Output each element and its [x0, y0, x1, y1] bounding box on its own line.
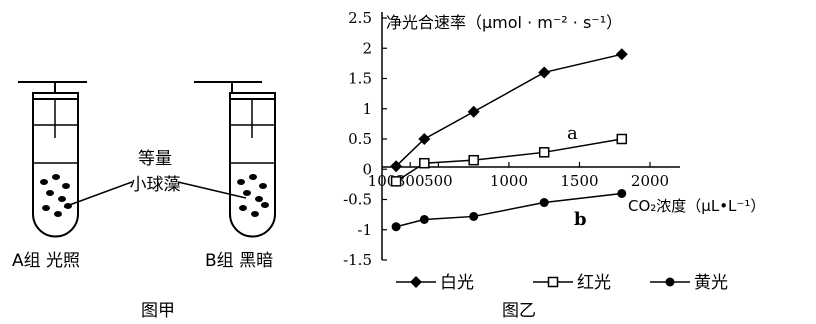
x-axis-label: CO₂浓度（μL•L⁻¹） — [628, 197, 765, 215]
series-annotation-a: a — [567, 123, 578, 144]
x-tick-label: 500 — [424, 172, 453, 190]
y-tick-label: 0 — [362, 160, 372, 178]
data-point — [418, 133, 431, 145]
x-tick-label: 1000 — [490, 172, 528, 190]
tube-a — [18, 81, 87, 238]
series-line — [395, 53, 622, 167]
data-point — [617, 188, 627, 198]
data-point — [410, 276, 422, 288]
data-point — [665, 277, 675, 287]
y-tick-label: -1.5 — [343, 251, 372, 269]
data-point — [390, 160, 403, 173]
x-tick-label: 1500 — [560, 172, 598, 190]
data-point — [615, 48, 628, 61]
y-tick-label: 1.5 — [348, 70, 372, 88]
x-tick-label: 100 — [368, 172, 397, 190]
series-annotation-b: b — [574, 209, 587, 230]
tube-a-label: A组 光照 — [12, 251, 80, 271]
algae-label-line1: 等量 — [138, 149, 172, 169]
data-point — [539, 198, 549, 208]
figure-b-caption: 图乙 — [502, 301, 536, 321]
legend-label: 白光 — [440, 273, 474, 293]
legend-label: 红光 — [577, 273, 611, 293]
series-diamond — [390, 48, 628, 173]
tube-b-algae — [237, 174, 269, 217]
tube-b — [194, 81, 276, 238]
data-point — [538, 66, 551, 79]
y-tick-label: 1 — [362, 100, 372, 118]
data-point — [538, 147, 550, 158]
data-point — [547, 276, 559, 288]
data-point — [391, 222, 401, 232]
data-point — [419, 157, 430, 169]
y-tick-label: -1 — [357, 221, 372, 239]
tube-a-algae — [40, 174, 72, 217]
series-line — [395, 192, 622, 228]
chart-legend: 白光 红光 黄光 — [396, 273, 728, 293]
data-point — [390, 176, 402, 187]
legend-item: 白光 — [396, 273, 474, 293]
figure-a-caption: 图甲 — [141, 301, 175, 321]
tube-b-label: B组 黑暗 — [205, 251, 273, 271]
legend-item: 黄光 — [650, 273, 728, 293]
legend-item: 红光 — [533, 273, 611, 293]
algae-pointer-lines — [63, 181, 247, 208]
y-tick-label: 2.5 — [348, 9, 372, 27]
algae-label-line2: 小球藻 — [130, 175, 181, 195]
series-circle — [391, 188, 627, 232]
series-square-open — [390, 133, 628, 187]
y-tick-label: 0.5 — [348, 130, 372, 148]
data-point — [469, 211, 479, 221]
x-tick-label: 2000 — [631, 172, 669, 190]
y-axis-label: 净光合速率（μmol · m⁻² · s⁻¹） — [386, 13, 622, 32]
data-point — [468, 154, 479, 166]
data-point — [419, 214, 429, 224]
data-point — [616, 133, 628, 145]
legend-label: 黄光 — [694, 273, 728, 293]
y-tick-label: -0.5 — [343, 191, 372, 209]
co2-chart: 2.521.510.50-0.5-1-1.5 100 300 500 1000 1500… — [343, 9, 680, 269]
data-point — [467, 105, 480, 118]
y-tick-label: 2 — [362, 39, 372, 57]
